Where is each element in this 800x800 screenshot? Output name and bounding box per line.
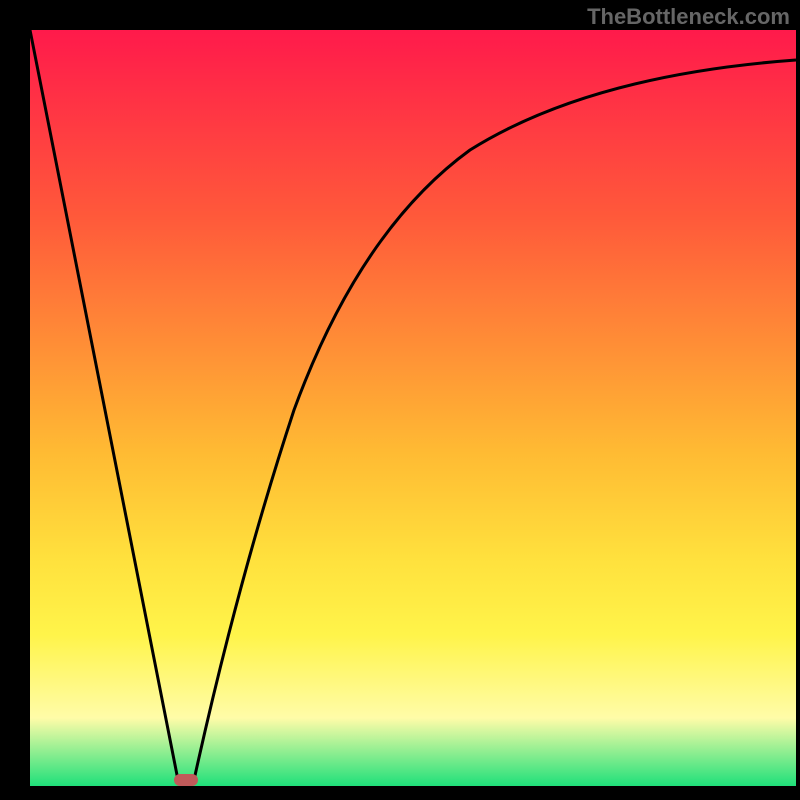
curve-path xyxy=(30,30,796,780)
optimal-marker xyxy=(174,774,198,786)
bottleneck-curve xyxy=(0,0,800,800)
curve-group xyxy=(30,30,796,780)
watermark-text: TheBottleneck.com xyxy=(587,4,790,30)
chart-root: TheBottleneck.com xyxy=(0,0,800,800)
